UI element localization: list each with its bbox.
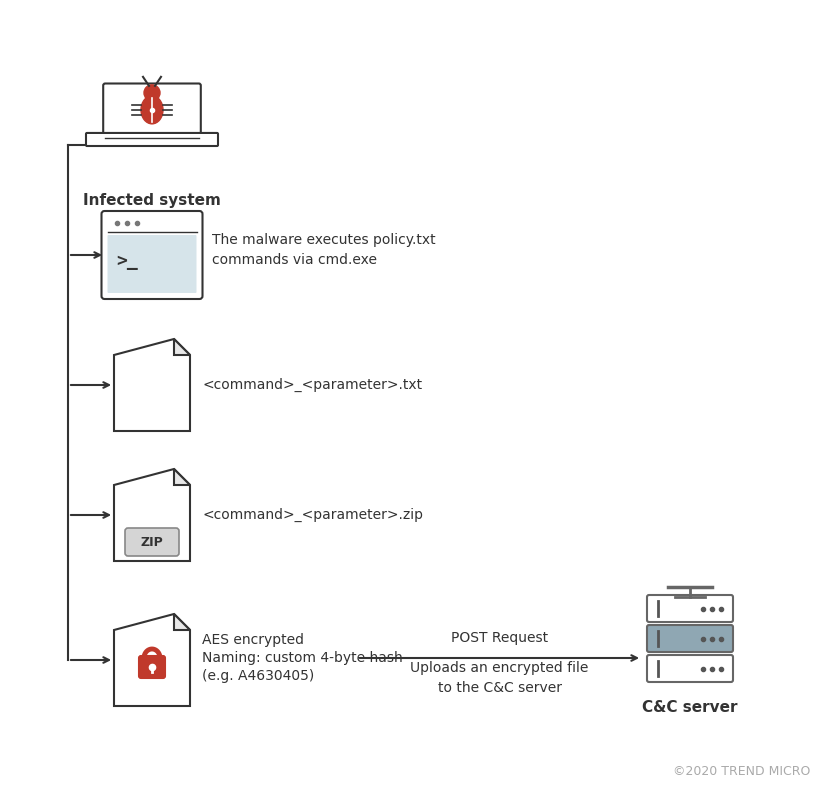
- FancyBboxPatch shape: [139, 656, 165, 678]
- FancyBboxPatch shape: [647, 655, 733, 682]
- Polygon shape: [114, 339, 190, 431]
- Ellipse shape: [141, 96, 163, 124]
- FancyBboxPatch shape: [108, 235, 196, 293]
- Text: Infected system: Infected system: [83, 193, 221, 208]
- FancyBboxPatch shape: [647, 595, 733, 622]
- FancyBboxPatch shape: [86, 133, 218, 146]
- FancyBboxPatch shape: [125, 528, 179, 556]
- Text: ZIP: ZIP: [141, 535, 164, 549]
- Text: >_: >_: [117, 252, 138, 270]
- FancyBboxPatch shape: [647, 625, 733, 652]
- FancyBboxPatch shape: [104, 83, 201, 140]
- Text: POST Request: POST Request: [451, 631, 548, 645]
- FancyBboxPatch shape: [101, 211, 202, 299]
- Text: <command>_<parameter>.txt: <command>_<parameter>.txt: [202, 378, 423, 392]
- Text: C&C server: C&C server: [642, 700, 738, 715]
- Polygon shape: [174, 339, 190, 355]
- Text: AES encrypted: AES encrypted: [202, 633, 304, 647]
- Polygon shape: [174, 469, 190, 485]
- Polygon shape: [174, 614, 190, 630]
- Text: (e.g. A4630405): (e.g. A4630405): [202, 669, 314, 683]
- Text: <command>_<parameter>.zip: <command>_<parameter>.zip: [202, 508, 423, 522]
- Circle shape: [144, 85, 160, 101]
- Text: ©2020 TREND MICRO: ©2020 TREND MICRO: [672, 765, 810, 778]
- Text: Naming: custom 4-byte hash: Naming: custom 4-byte hash: [202, 651, 403, 665]
- Text: The malware executes policy.txt
commands via cmd.exe: The malware executes policy.txt commands…: [212, 234, 436, 266]
- Text: Uploads an encrypted file
to the C&C server: Uploads an encrypted file to the C&C ser…: [410, 662, 589, 694]
- Polygon shape: [114, 469, 190, 561]
- Polygon shape: [114, 614, 190, 706]
